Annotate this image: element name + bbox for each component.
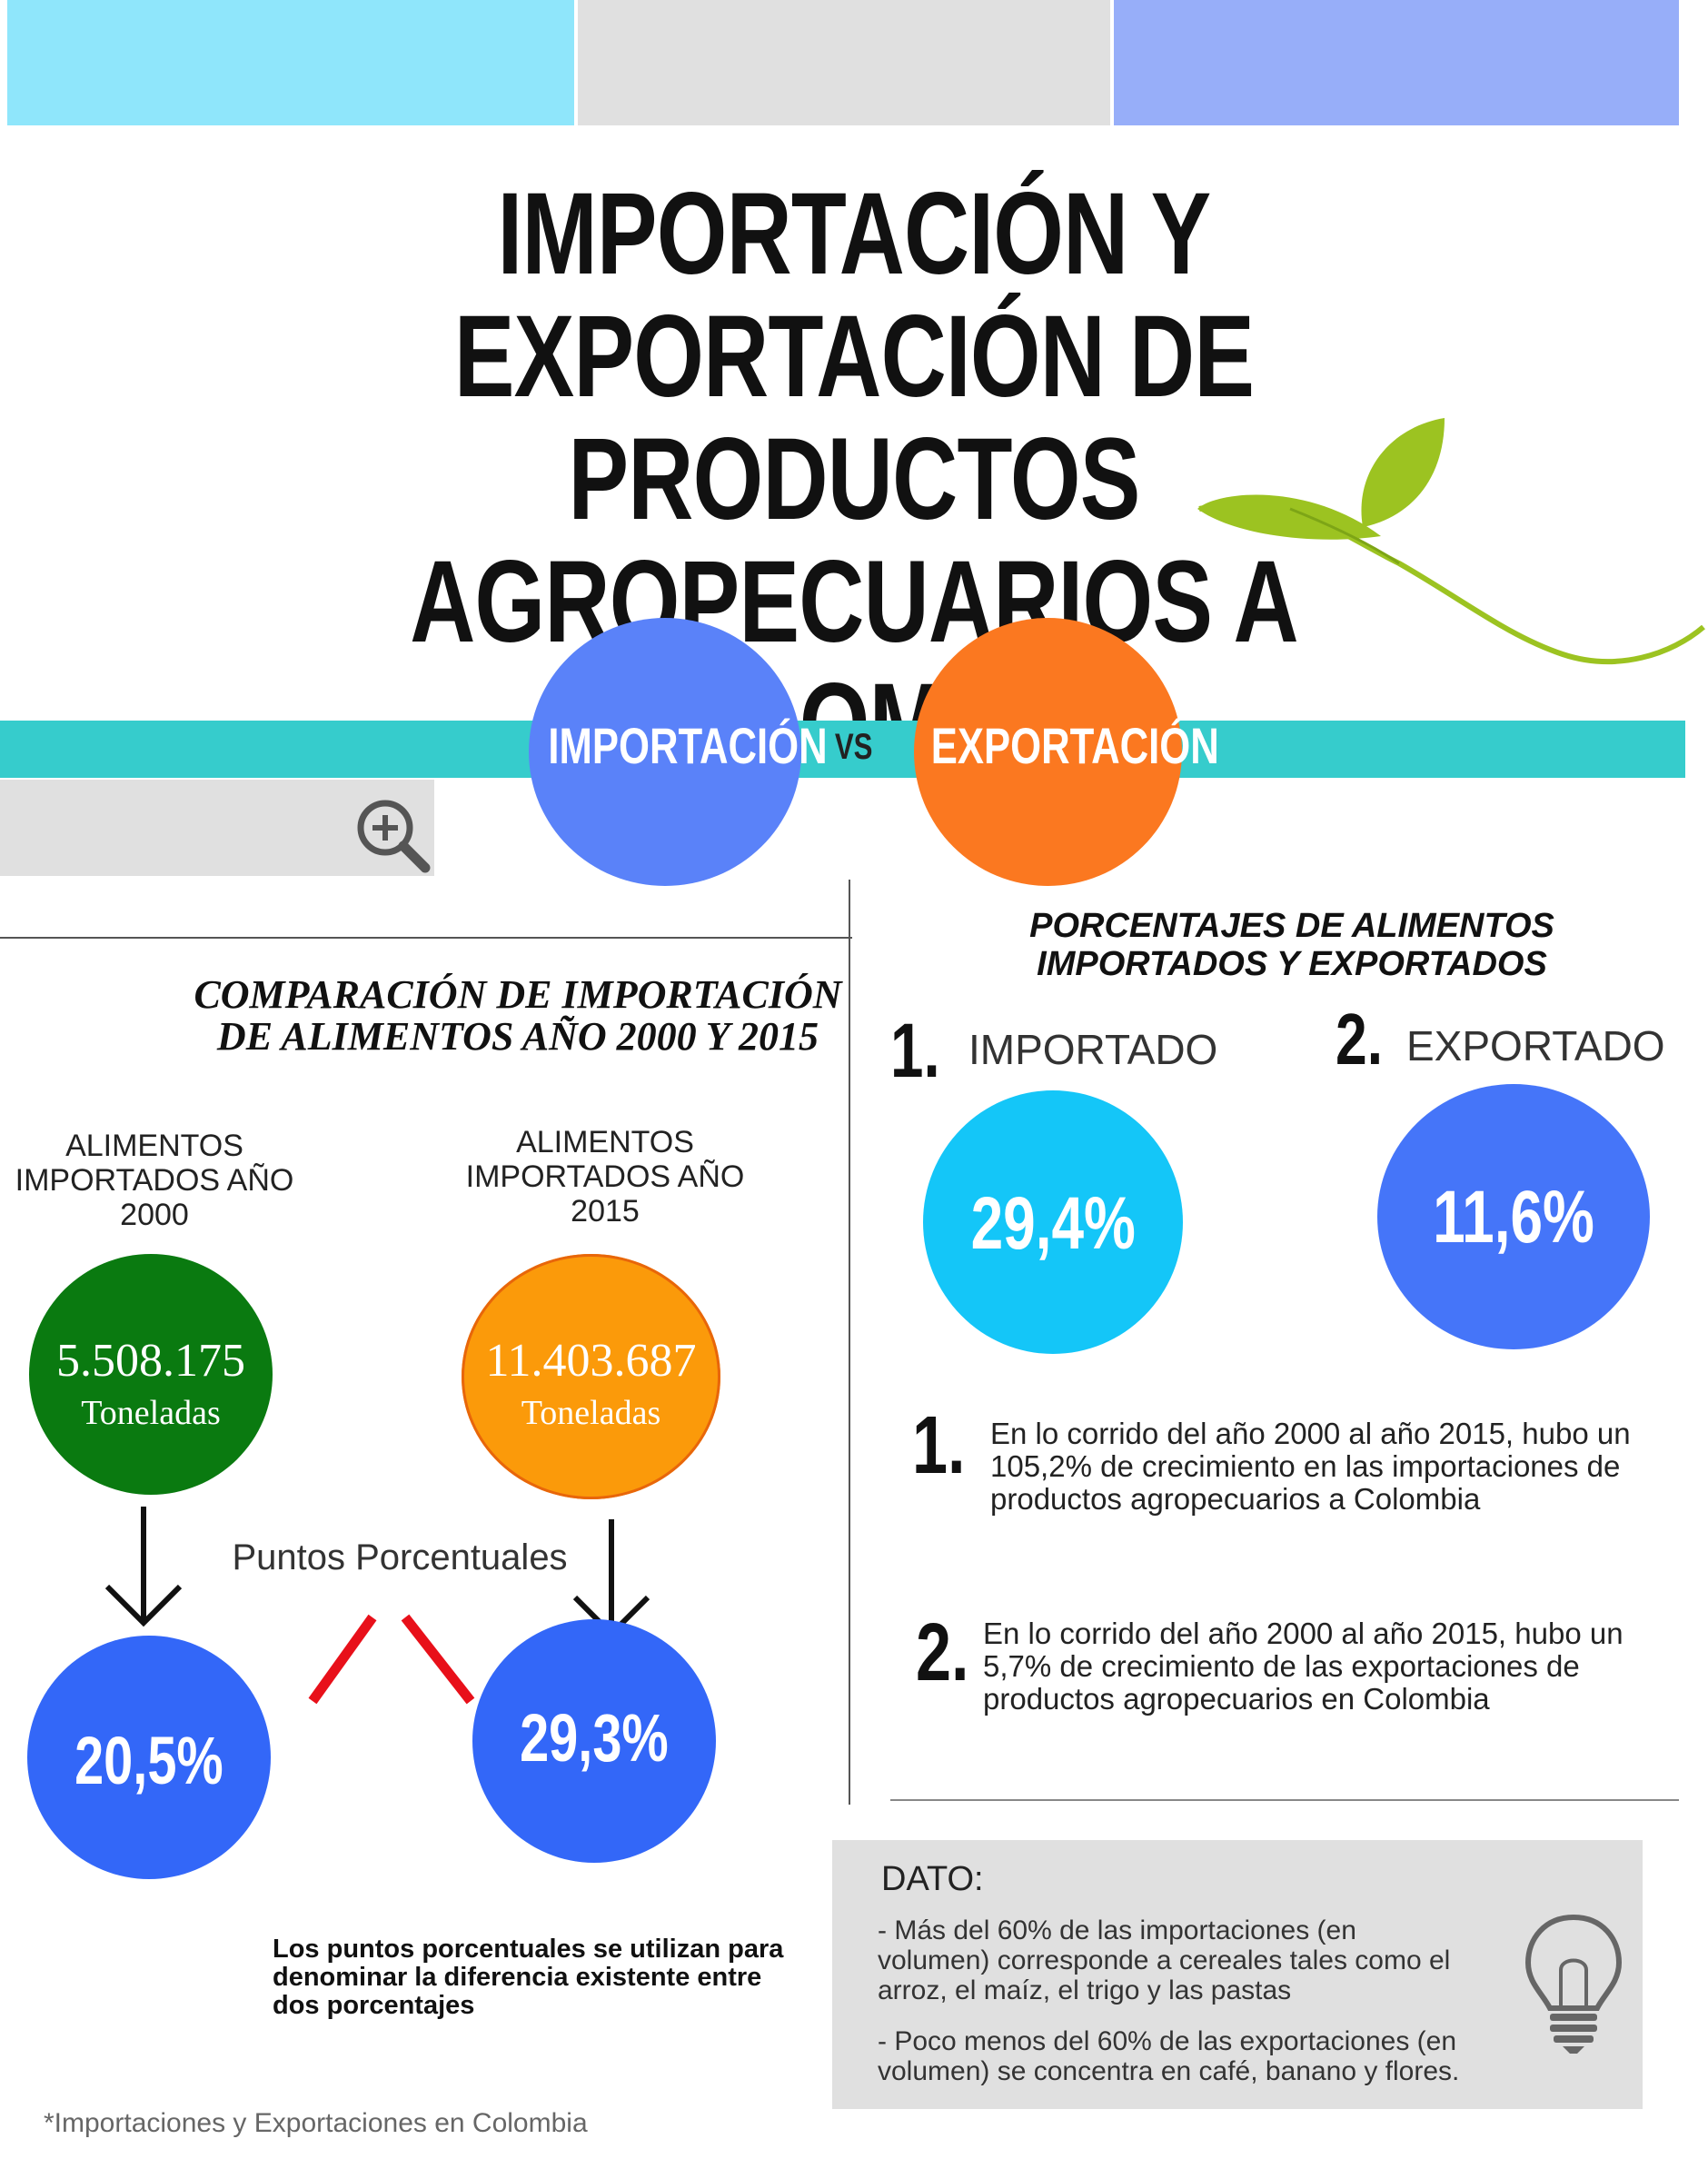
zoom-in-icon[interactable] xyxy=(353,795,434,877)
points-label: Puntos Porcentuales xyxy=(232,1537,568,1577)
dato-p1-line-2: volumen) corresponde a cereales tales co… xyxy=(878,1945,1451,1975)
right-divider xyxy=(890,1799,1679,1801)
dato-p2-line-1: - Poco menos del 60% de las exportacione… xyxy=(878,2026,1457,2056)
red-slash-right-icon xyxy=(401,1614,475,1705)
tons-2015-circle: 11.403.687 Toneladas xyxy=(462,1254,720,1499)
percent-2015-value: 29,3% xyxy=(520,1700,669,1776)
label-2015: ALIMENTOS IMPORTADOS AÑO 2015 xyxy=(451,1125,760,1229)
percent-2015-circle: 29,3% xyxy=(472,1619,716,1863)
fact-2-line-3: productos agropecuarios en Colombia xyxy=(983,1682,1490,1716)
imported-percent-value: 29,4% xyxy=(970,1182,1136,1265)
lightbulb-icon xyxy=(1524,1914,1623,2054)
percentages-title: PORCENTAJES DE ALIMENTOS IMPORTADOS Y EX… xyxy=(965,907,1619,983)
fact-1-text: En lo corrido del año 2000 al año 2015, … xyxy=(990,1418,1690,1516)
fact-1-number-box: 1. xyxy=(912,1399,985,1493)
dato-paragraph-1: - Más del 60% de las importaciones (en v… xyxy=(878,1915,1532,2005)
source-note: *Importaciones y Exportaciones en Colomb… xyxy=(44,2108,588,2138)
export-circle xyxy=(914,618,1182,886)
exported-percent-value: 11,6% xyxy=(1433,1176,1594,1259)
percent-2000-value: 20,5% xyxy=(74,1723,223,1798)
top-bar-cyan xyxy=(7,0,574,125)
comparison-title-line-2: DE ALIMENTOS AÑO 2000 Y 2015 xyxy=(216,1014,819,1059)
fact-2-number: 2. xyxy=(916,1607,969,1698)
dato-title: DATO: xyxy=(881,1860,984,1898)
title-line-2: PRODUCTOS AGROPECUARIOS A xyxy=(410,414,1298,667)
fact-1-number: 1. xyxy=(912,1400,966,1491)
fact-2-line-1: En lo corrido del año 2000 al año 2015, … xyxy=(983,1617,1624,1650)
fact-2-line-2: 5,7% de crecimiento de las exportaciones… xyxy=(983,1649,1580,1683)
item-2-number-box: 2. xyxy=(1336,998,1408,1081)
item-2-label: EXPORTADO xyxy=(1406,1022,1665,1070)
footnote-line-2: denominar la diferencia existente entre xyxy=(273,1963,762,1992)
label-2000: ALIMENTOS IMPORTADOS AÑO 2000 xyxy=(0,1129,309,1232)
percentages-title-line-2: IMPORTADOS Y EXPORTADOS xyxy=(1037,945,1547,983)
dato-p1-line-3: arroz, el maíz, el trigo y las pastas xyxy=(878,1975,1292,2005)
tons-2015-unit: Toneladas xyxy=(521,1394,661,1432)
footnote-line-3: dos porcentajes xyxy=(273,1991,475,2020)
tons-2000-circle: 5.508.175 Toneladas xyxy=(29,1254,273,1495)
item-1-label: IMPORTADO xyxy=(968,1026,1218,1073)
export-label-box: EXPORTACIÓN xyxy=(890,716,1219,775)
import-label-box: IMPORTACIÓN xyxy=(509,716,827,775)
fact-1-line-3: productos agropecuarios a Colombia xyxy=(990,1482,1481,1516)
left-divider xyxy=(0,937,852,939)
percentage-points-footnote: Los puntos porcentuales se utilizan para… xyxy=(273,1935,836,2020)
top-bar-gray xyxy=(578,0,1110,125)
tons-2000-value: 5.508.175 xyxy=(56,1335,245,1387)
dato-p2-line-2: volumen) se concentra en café, banano y … xyxy=(878,2056,1460,2086)
top-bar-blue xyxy=(1114,0,1679,125)
fact-2-number-box: 2. xyxy=(916,1607,988,1700)
import-label: IMPORTACIÓN xyxy=(548,717,828,774)
vs-label-box: VS xyxy=(818,727,890,768)
label-2015-line-1: ALIMENTOS xyxy=(516,1125,694,1159)
exported-percent-circle: 11,6% xyxy=(1377,1084,1650,1349)
percentages-title-line-1: PORCENTAJES DE ALIMENTOS xyxy=(1029,907,1554,945)
comparison-title: COMPARACIÓN DE IMPORTACIÓN DE ALIMENTOS … xyxy=(173,974,863,1058)
label-2000-line-3: 2000 xyxy=(120,1198,189,1232)
tons-2000-unit: Toneladas xyxy=(81,1394,221,1432)
label-2015-line-3: 2015 xyxy=(571,1194,640,1229)
tons-2015-value: 11.403.687 xyxy=(485,1335,697,1387)
footnote-line-1: Los puntos porcentuales se utilizan para xyxy=(273,1935,784,1964)
sprout-icon xyxy=(1197,418,1705,665)
title-line-1: IMPORTACIÓN Y EXPORTACIÓN DE xyxy=(453,169,1255,422)
item-1-number-box: 1. xyxy=(890,1007,963,1095)
item-1-number: 1. xyxy=(890,1008,940,1093)
export-label: EXPORTACIÓN xyxy=(930,717,1219,774)
label-2015-line-2: IMPORTADOS AÑO xyxy=(465,1159,745,1194)
dato-paragraph-2: - Poco menos del 60% de las exportacione… xyxy=(878,2026,1532,2086)
import-circle xyxy=(529,618,801,886)
item-2-number: 2. xyxy=(1336,999,1384,1080)
dato-box xyxy=(832,1840,1643,2109)
imported-percent-circle: 29,4% xyxy=(923,1090,1183,1354)
label-2000-line-2: IMPORTADOS AÑO xyxy=(15,1163,294,1198)
vertical-divider xyxy=(849,880,850,1805)
fact-1-line-2: 105,2% de crecimiento en las importacion… xyxy=(990,1449,1621,1483)
fact-2-text: En lo corrido del año 2000 al año 2015, … xyxy=(983,1617,1692,1716)
dato-p1-line-1: - Más del 60% de las importaciones (en xyxy=(878,1915,1356,1945)
versus-band xyxy=(0,721,1685,778)
vs-label: VS xyxy=(835,727,873,767)
arrow-down-icon-left xyxy=(104,1507,183,1627)
label-2000-line-1: ALIMENTOS xyxy=(65,1129,243,1163)
comparison-title-line-1: COMPARACIÓN DE IMPORTACIÓN xyxy=(194,972,842,1017)
fact-1-line-1: En lo corrido del año 2000 al año 2015, … xyxy=(990,1417,1631,1450)
red-slash-left-icon xyxy=(308,1614,377,1705)
percent-2000-circle: 20,5% xyxy=(27,1636,271,1879)
